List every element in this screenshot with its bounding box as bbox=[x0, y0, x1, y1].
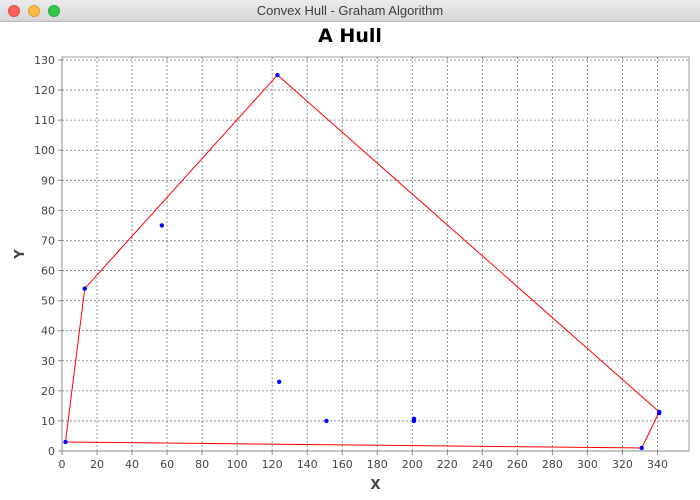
x-tick-label: 300 bbox=[577, 458, 598, 471]
x-tick-label: 60 bbox=[160, 458, 174, 471]
zoom-window-button[interactable] bbox=[48, 5, 60, 17]
y-tick-label: 70 bbox=[41, 234, 55, 247]
y-tick-label: 10 bbox=[41, 415, 55, 428]
window-title: Convex Hull - Graham Algorithm bbox=[256, 3, 444, 18]
y-tick-label: 80 bbox=[41, 204, 55, 217]
grid bbox=[61, 57, 689, 452]
x-tick-label: 20 bbox=[90, 458, 104, 471]
x-tick-label: 260 bbox=[507, 458, 528, 471]
y-tick-label: 60 bbox=[41, 265, 55, 278]
hull-edge bbox=[65, 288, 86, 443]
y-tick-label: 20 bbox=[41, 385, 55, 398]
x-tick-label: 280 bbox=[542, 458, 563, 471]
close-window-button[interactable] bbox=[8, 5, 20, 17]
plot-area bbox=[61, 56, 690, 452]
x-axis-title: X bbox=[370, 478, 380, 493]
x-tick-label: 100 bbox=[227, 458, 248, 471]
x-tick-label: 160 bbox=[332, 458, 353, 471]
points-layer bbox=[63, 72, 662, 451]
data-point bbox=[159, 223, 165, 228]
hull-edge bbox=[277, 74, 660, 413]
tick-labels: 0 20 40 60 80 100 120 140 160 180 200 220 240 260 280 3… bbox=[34, 54, 668, 471]
chart-title: A Hull bbox=[318, 25, 382, 47]
data-point bbox=[276, 379, 282, 385]
axes bbox=[58, 57, 689, 455]
y-tick-label: 30 bbox=[41, 355, 55, 368]
window-titlebar[interactable]: Convex Hull - Graham Algorithm bbox=[0, 0, 700, 22]
x-tick-label: 40 bbox=[125, 458, 139, 471]
y-tick-label: 130 bbox=[34, 54, 55, 67]
x-tick-label: 240 bbox=[472, 458, 493, 471]
y-tick-label: 110 bbox=[34, 114, 55, 127]
x-tick-label: 180 bbox=[367, 458, 388, 471]
hull-edge bbox=[641, 411, 660, 449]
data-point bbox=[639, 445, 644, 451]
x-tick-label: 0 bbox=[59, 458, 66, 471]
y-tick-label: 40 bbox=[41, 325, 55, 338]
hull-layer bbox=[65, 74, 660, 449]
y-tick-label: 90 bbox=[41, 174, 55, 187]
hull-edge bbox=[65, 441, 642, 449]
y-tick-label: 120 bbox=[34, 84, 55, 97]
x-tick-label: 220 bbox=[437, 458, 458, 471]
hull-edge bbox=[84, 74, 278, 289]
data-point bbox=[411, 416, 417, 422]
data-point bbox=[63, 439, 68, 445]
data-point bbox=[324, 418, 329, 424]
x-tick-label: 340 bbox=[647, 458, 668, 471]
y-tick-label: 0 bbox=[48, 445, 55, 458]
y-axis-title: Y bbox=[13, 249, 28, 260]
data-point bbox=[657, 410, 662, 416]
y-tick-label: 50 bbox=[41, 295, 55, 308]
data-point bbox=[275, 72, 280, 78]
x-tick-label: 120 bbox=[262, 458, 283, 471]
x-tick-label: 80 bbox=[195, 458, 209, 471]
minimize-window-button[interactable] bbox=[28, 5, 40, 17]
data-point bbox=[82, 286, 87, 291]
x-tick-label: 200 bbox=[402, 458, 423, 471]
x-tick-label: 320 bbox=[612, 458, 633, 471]
x-tick-label: 140 bbox=[297, 458, 318, 471]
y-tick-label: 100 bbox=[34, 144, 55, 157]
